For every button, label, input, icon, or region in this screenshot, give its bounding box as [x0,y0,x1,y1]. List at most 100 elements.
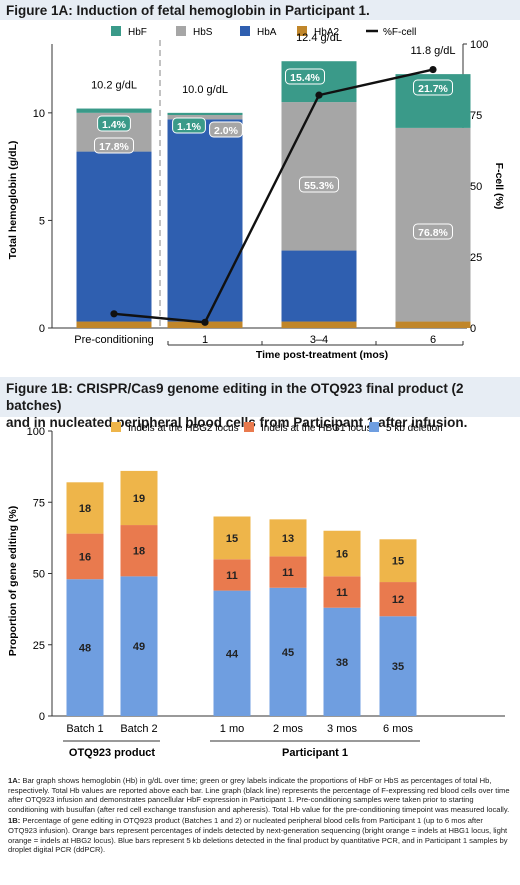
hbs-percent-label-bg [299,176,339,193]
y-tick-label: 0 [39,323,45,335]
bar-value-label: 44 [226,648,239,660]
legend-swatch-hbf [111,26,121,36]
bar-5-kb-deletion-1-mo [213,590,251,716]
bar-hbs-3-4 [281,102,357,251]
x-tick-label: 1 [202,334,208,346]
y2-tick-label: 50 [470,181,482,193]
legend-label-hbs: HbS [193,27,213,38]
hbf-percent-label-bg [97,115,131,132]
bar-value-label: 15 [392,556,404,568]
hbs-percent-label-bg [209,121,243,138]
hbf-percent-label-bg [285,68,325,85]
legend-swatch-hbs [176,26,186,36]
fcell-point [315,91,323,99]
legend-swatch-indels-at-the-hbg2-locus [111,422,121,432]
figure-1a-y2-axis-label: F-cell (%) [493,163,505,210]
y2-tick-label: 75 [470,110,482,122]
y-tick-label: 50 [33,569,45,581]
hbs-percent-label: 76.8% [418,227,448,239]
footnote-1a-tag: 1A: [8,776,21,785]
y-tick-label: 25 [33,640,45,652]
bar-5-kb-deletion-2-mos [269,587,307,716]
x-tick-label: 3–4 [310,334,328,346]
figure-1a-legend: HbF HbS HbA HbA2 %F-cell [111,26,416,38]
bar-value-label: 49 [133,641,145,653]
figure-1b-title-line2: and in nucleated peripheral blood cells … [6,415,468,430]
group-label-participant: Participant 1 [282,747,348,759]
legend-swatch-indels-at-the-hbg1-locus [244,422,254,432]
legend-swatch-hba [240,26,250,36]
x-tick-label: 2 mos [273,723,303,735]
figure-1a-x-axis-label: Time post-treatment (mos) [256,349,388,361]
legend-label-f-cell: %F-cell [383,27,416,38]
hbf-percent-label: 15.4% [290,72,320,84]
footnote-1b-text: Percentage of gene editing in OTQ923 pro… [8,816,508,855]
bar-indels-at-the-hbg2-locus-2-mos [269,519,307,557]
bar-value-label: 16 [336,549,348,561]
figure-1b-chart: Indels at the HBG2 locus Indels at the HB… [7,422,505,759]
figure-1b-title-line1: Figure 1B: CRISPR/Cas9 genome editing in… [6,381,464,413]
footnotes: 1A: Bar graph shows hemoglobin (Hb) in g… [8,776,514,857]
hbs-percent-label-bg [94,137,134,154]
bar-indels-at-the-hbg2-locus-batch-2 [120,470,158,526]
figure-1a-labels: Pre-conditioning 10.2 g/dL 1 10.0 g/dL 3–4 12… [74,32,455,346]
footnote-1b: 1B: Percentage of gene editing in OTQ923… [8,816,514,854]
bar-indels-at-the-hbg1-locus-6-mos [379,582,417,617]
bar-5-kb-deletion-batch-1 [66,579,104,716]
bar-value-label: 16 [79,551,91,563]
bar-value-label: 45 [282,647,294,659]
hbs-percent-label: 17.8% [99,141,129,153]
legend-label-hba: HbA [257,27,277,38]
x-tick-label: 6 [430,334,436,346]
hbs-percent-label-bg [413,223,453,240]
x-tick-label: Batch 2 [120,723,157,735]
y2-tick-label: 0 [470,323,476,335]
y-tick-label: 5 [39,215,45,227]
bar-value-label: 38 [336,657,348,669]
legend-label-indels-at-the-hbg1-locus: Indels at the HBG1 locus [261,423,372,434]
bar-indels-at-the-hbg2-locus-6-mos [379,539,417,583]
x-tick-label: 1 mo [220,723,244,735]
hbs-percent-label: 55.3% [304,180,334,192]
bar-hba-3-4 [281,250,357,322]
bar-indels-at-the-hbg1-locus-3-mos [323,576,361,608]
bar-value-label: 13 [282,533,294,545]
bar-5-kb-deletion-batch-2 [120,576,158,716]
bar-indels-at-the-hbg1-locus-batch-2 [120,525,158,577]
bar-value-label: 11 [226,570,238,582]
footnote-1b-tag: 1B: [8,816,21,826]
bar-value-label: 11 [282,567,294,579]
bar-hba-1 [167,119,243,322]
bar-value-label: 18 [79,503,91,515]
bar-indels-at-the-hbg1-locus-1-mo [213,559,251,591]
fcell-point [110,310,118,318]
bar-hba-pre-conditioning [76,151,152,322]
figure-1b-legend: Indels at the HBG2 locus Indels at the HB… [111,422,443,434]
figure-1b-y-axis-label: Proportion of gene editing (%) [7,506,19,657]
x-tick-label: Pre-conditioning [74,334,154,346]
bar-value-label: 19 [133,493,145,505]
legend-swatch-5-kb-deletion [369,422,379,432]
figure-1a-fcell-line [110,65,437,326]
bar-indels-at-the-hbg2-locus-3-mos [323,530,361,577]
footnote-1a-text: Bar graph shows hemoglobin (Hb) in g/dL … [8,776,510,814]
bar-value-label: 15 [226,533,238,545]
total-hb-label: 10.0 g/dL [182,84,228,96]
bar-hbf-pre-conditioning [76,108,152,113]
total-hb-label: 10.2 g/dL [91,80,137,92]
bar-hba2-3-4 [281,321,357,328]
figure-1a-title: Figure 1A: Induction of fetal hemoglobin… [0,0,520,20]
hbf-percent-label: 21.7% [418,83,448,95]
bar-value-label: 18 [133,546,145,558]
hbf-percent-label: 1.1% [177,121,202,133]
bar-value-label: 48 [79,643,91,655]
fcell-point [429,65,437,74]
bar-indels-at-the-hbg1-locus-batch-1 [66,533,104,580]
legend-label-hbf: HbF [128,27,147,38]
bar-indels-at-the-hbg1-locus-2-mos [269,556,307,588]
x-tick-label: 6 mos [383,723,413,735]
figure-1a-bars [76,61,471,328]
bar-value-label: 35 [392,661,404,673]
legend-swatch-hba2 [297,26,307,36]
bar-hbs-1 [167,115,243,120]
